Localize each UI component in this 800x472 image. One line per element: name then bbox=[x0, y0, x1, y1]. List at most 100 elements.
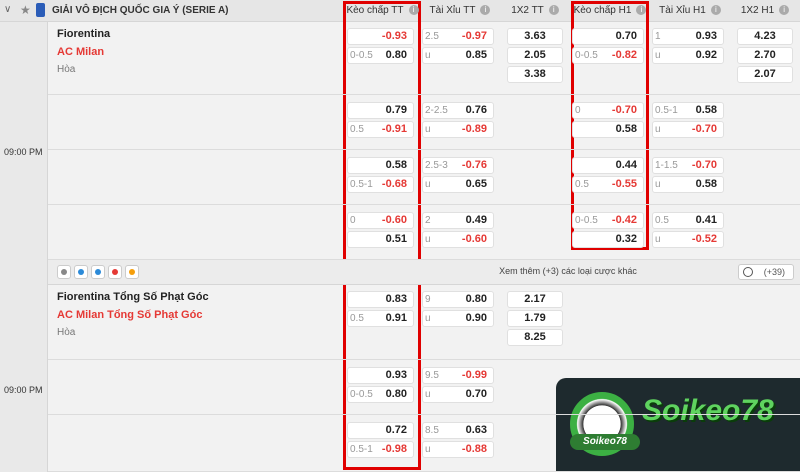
odds-box[interactable]: u -0.52 bbox=[652, 231, 724, 248]
odds-box[interactable]: 0-0.5 -0.42 bbox=[572, 212, 644, 229]
odds-value: -0.91 bbox=[381, 123, 407, 135]
odds-box[interactable]: 0.93 bbox=[347, 367, 414, 384]
info-icon[interactable]: i bbox=[408, 5, 419, 16]
odds-box[interactable]: 0.72 bbox=[347, 422, 414, 439]
info-icon[interactable]: i bbox=[480, 5, 491, 16]
odds-box[interactable]: u 0.70 bbox=[422, 386, 494, 403]
column-title: Kèo chấp TT bbox=[346, 5, 404, 16]
odds-value: -0.60 bbox=[461, 233, 487, 245]
odds-value: 0.92 bbox=[695, 49, 717, 61]
odds-box[interactable]: 0.5 -0.91 bbox=[347, 121, 414, 138]
odds-value: 0.79 bbox=[385, 104, 407, 116]
odds-box[interactable]: 0.5 0.41 bbox=[652, 212, 724, 229]
odds-value: 8.25 bbox=[524, 331, 546, 343]
handicap-line: 9 bbox=[425, 294, 431, 305]
odds-box[interactable]: 2.17 bbox=[507, 291, 563, 308]
odds-box[interactable]: u 0.58 bbox=[652, 176, 724, 193]
odds-box[interactable]: u -0.89 bbox=[422, 121, 494, 138]
odds-box[interactable]: 0-0.5 -0.82 bbox=[572, 47, 644, 64]
odds-box[interactable]: 0.79 bbox=[347, 102, 414, 119]
odds-value: 0.70 bbox=[615, 30, 637, 42]
odds-box[interactable]: 0.5-1 0.58 bbox=[652, 102, 724, 119]
odds-box[interactable]: u 0.90 bbox=[422, 310, 494, 327]
odds-box[interactable]: 0.5 0.91 bbox=[347, 310, 414, 327]
action-icon[interactable] bbox=[91, 265, 105, 279]
odds-box[interactable]: 0-0.5 0.80 bbox=[347, 386, 414, 403]
highlight-box bbox=[343, 1, 421, 470]
watermark-title: Soikeo78 bbox=[642, 394, 774, 427]
odds-box[interactable]: 0-0.5 0.80 bbox=[347, 47, 414, 64]
odds-value: 3.63 bbox=[524, 30, 546, 42]
odds-box[interactable]: -0.93 bbox=[347, 28, 414, 45]
odds-box[interactable]: u -0.88 bbox=[422, 441, 494, 458]
row-divider bbox=[48, 204, 800, 205]
odds-box[interactable]: 0.83 bbox=[347, 291, 414, 308]
action-icon[interactable] bbox=[74, 265, 88, 279]
column-title: 1X2 H1 bbox=[740, 5, 775, 16]
odds-value: -0.42 bbox=[611, 214, 637, 226]
odds-box[interactable]: 0.5-1 -0.98 bbox=[347, 441, 414, 458]
odds-box[interactable]: u 0.85 bbox=[422, 47, 494, 64]
icon-dot bbox=[129, 269, 135, 275]
odds-box[interactable]: 2.5 -0.97 bbox=[422, 28, 494, 45]
odds-box[interactable]: 2.70 bbox=[737, 47, 793, 64]
odds-box[interactable]: 2-2.5 0.76 bbox=[422, 102, 494, 119]
action-icon[interactable] bbox=[125, 265, 139, 279]
handicap-line: u bbox=[425, 50, 431, 61]
odds-box[interactable]: 1-1.5 -0.70 bbox=[652, 157, 724, 174]
row-divider bbox=[48, 94, 800, 95]
odds-box[interactable]: u 0.92 bbox=[652, 47, 724, 64]
icon-dot bbox=[95, 269, 101, 275]
odds-value: 0.91 bbox=[385, 312, 407, 324]
odds-box[interactable]: 2.05 bbox=[507, 47, 563, 64]
odds-box[interactable]: u -0.70 bbox=[652, 121, 724, 138]
more-bets-link[interactable]: Xem thêm (+3) các loại cược khác bbox=[499, 266, 637, 276]
action-icon[interactable] bbox=[108, 265, 122, 279]
info-icon[interactable]: i bbox=[710, 5, 721, 16]
odds-box[interactable]: u 0.65 bbox=[422, 176, 494, 193]
odds-box[interactable]: 2.5-3 -0.76 bbox=[422, 157, 494, 174]
odds-box[interactable]: 0 -0.60 bbox=[347, 212, 414, 229]
info-icon[interactable]: i bbox=[548, 5, 559, 16]
odds-box[interactable]: 2 0.49 bbox=[422, 212, 494, 229]
odds-box[interactable]: 0.58 bbox=[347, 157, 414, 174]
odds-value: -0.70 bbox=[611, 104, 637, 116]
more-count-button[interactable]: (+39) bbox=[738, 264, 794, 280]
odds-box[interactable]: 9.5 -0.99 bbox=[422, 367, 494, 384]
column-title: Tài Xỉu H1 bbox=[659, 5, 706, 16]
odds-box[interactable]: 3.38 bbox=[507, 66, 563, 83]
action-icon[interactable] bbox=[57, 265, 71, 279]
odds-box[interactable]: 9 0.80 bbox=[422, 291, 494, 308]
odds-box[interactable]: 0.70 bbox=[572, 28, 644, 45]
odds-box[interactable]: 1 0.93 bbox=[652, 28, 724, 45]
handicap-line: 2.5 bbox=[425, 31, 439, 42]
odds-value: 2.17 bbox=[524, 293, 546, 305]
info-icon[interactable]: i bbox=[779, 5, 790, 16]
odds-box[interactable]: 3.63 bbox=[507, 28, 563, 45]
handicap-line: 0 bbox=[350, 215, 356, 226]
odds-box[interactable]: 1.79 bbox=[507, 310, 563, 327]
info-icon[interactable]: i bbox=[636, 5, 647, 16]
odds-value: 0.85 bbox=[465, 49, 487, 61]
odds-box[interactable]: 0 -0.70 bbox=[572, 102, 644, 119]
odds-value: 0.51 bbox=[385, 233, 407, 245]
odds-box[interactable]: 0.51 bbox=[347, 231, 414, 248]
odds-value: -0.52 bbox=[691, 233, 717, 245]
collapse-icon[interactable]: ∨ bbox=[4, 4, 12, 15]
odds-box[interactable]: 0.32 bbox=[572, 231, 644, 248]
odds-box[interactable]: 0.5-1 -0.68 bbox=[347, 176, 414, 193]
odds-box[interactable]: 2.07 bbox=[737, 66, 793, 83]
odds-value: -0.88 bbox=[461, 443, 487, 455]
odds-box[interactable]: u -0.60 bbox=[422, 231, 494, 248]
odds-box[interactable]: 8.25 bbox=[507, 329, 563, 346]
handicap-line: 2-2.5 bbox=[425, 105, 448, 116]
odds-box[interactable]: 0.44 bbox=[572, 157, 644, 174]
odds-box[interactable]: 4.23 bbox=[737, 28, 793, 45]
star-icon[interactable]: ★ bbox=[20, 3, 31, 17]
handicap-line: u bbox=[425, 179, 431, 190]
odds-box[interactable]: 0.5 -0.55 bbox=[572, 176, 644, 193]
watermark: Soikeo78 Soikeo78 bbox=[556, 378, 800, 472]
odds-box[interactable]: 8.5 0.63 bbox=[422, 422, 494, 439]
odds-box[interactable]: 0.58 bbox=[572, 121, 644, 138]
odds-value: 4.23 bbox=[754, 30, 776, 42]
